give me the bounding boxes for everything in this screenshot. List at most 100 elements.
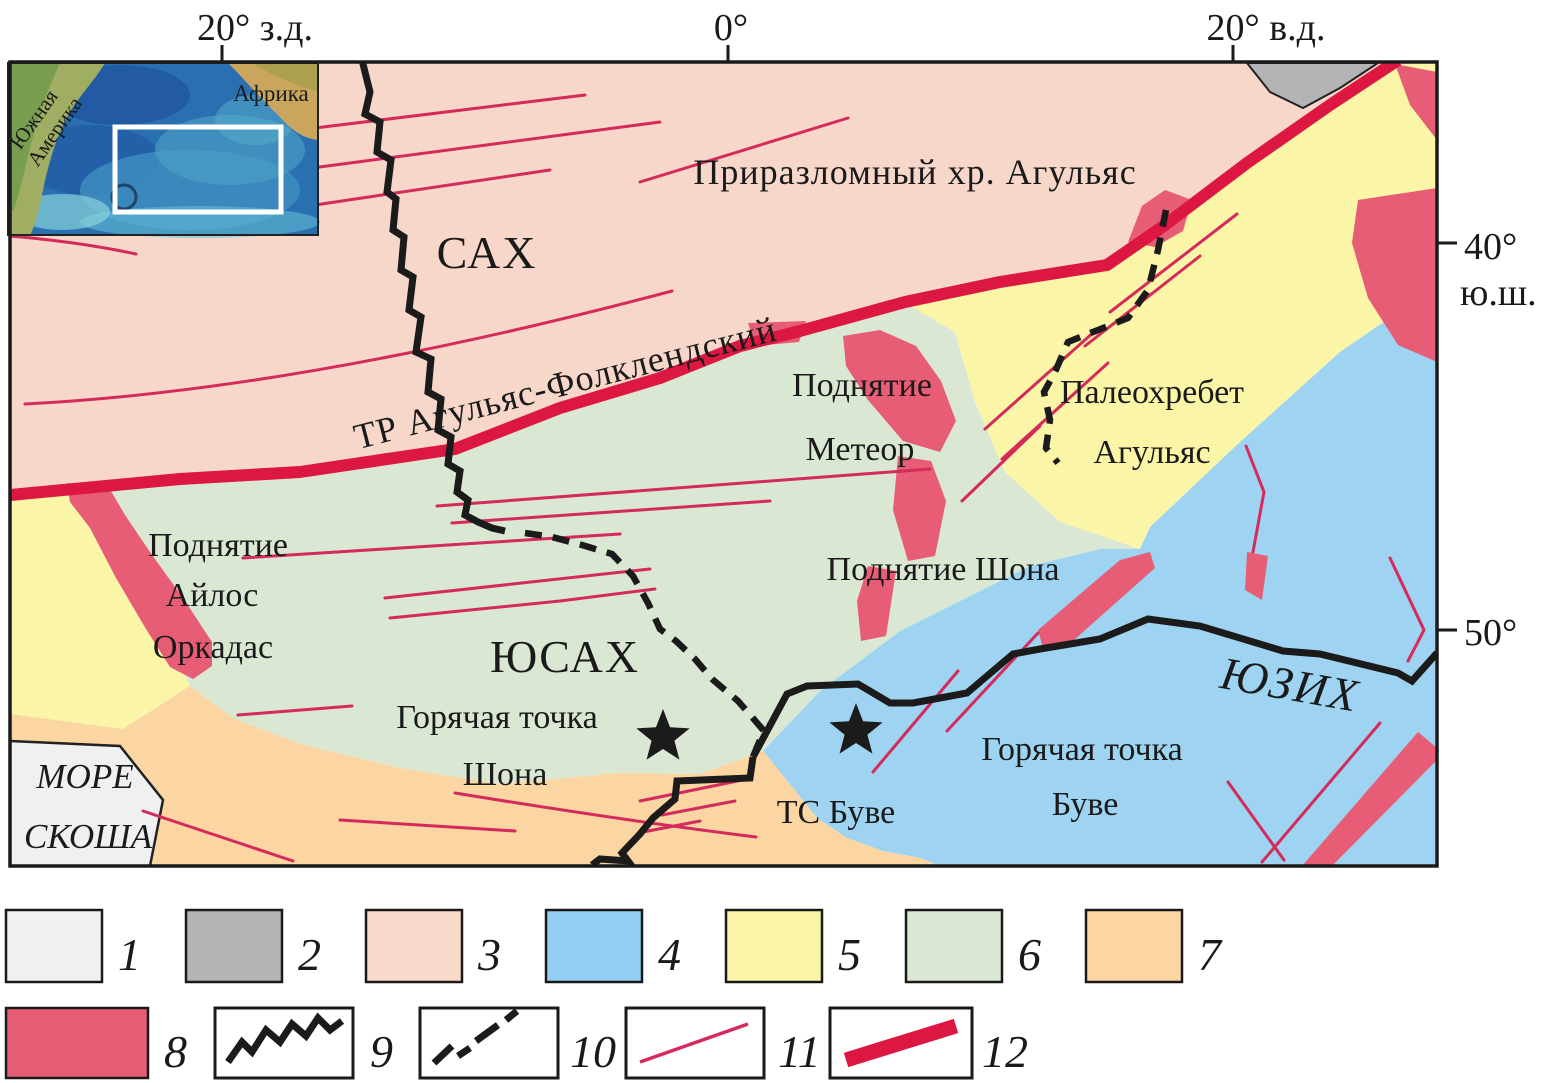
map-frame (8, 60, 1439, 868)
crimson-shona-small (1245, 552, 1268, 600)
label-shona-hotspot-line2: Шона (463, 756, 548, 793)
transform-fault-line (10, 62, 1402, 501)
fracture-line (383, 567, 652, 600)
crimson-meteor-blob3 (857, 566, 896, 641)
label-ailos-line3: Оркадас (153, 629, 273, 666)
label-marginal-ridge: Приразломный хр. Агульяс (693, 152, 1136, 192)
label-bouvet-hotspot-line2: Буве (1052, 786, 1119, 823)
fracture-line (983, 329, 1097, 431)
label-scotia-line1: МОРЕ (35, 757, 133, 796)
axis-label-20w: 20° з.д. (197, 7, 313, 49)
label-ailos-line1: Поднятие (148, 527, 288, 564)
legend-number-2: 2 (298, 929, 321, 980)
legend-swatch-3 (364, 908, 464, 984)
inset-map: Африка Южная Америка (5, 62, 320, 238)
legend-number-1: 1 (118, 929, 141, 980)
fracture-line (453, 791, 758, 839)
legend: 1 2 3 4 5 6 7 8 9 10 11 12 (4, 908, 1223, 1080)
fracture-zone-lines (10, 93, 1426, 864)
fracture-line (435, 467, 932, 508)
ridge-axis-cax-solid (358, 62, 506, 535)
inset-study-area-rect (112, 124, 284, 215)
crimson-meteor-blob (843, 330, 956, 452)
fracture-line (450, 499, 772, 525)
axis-label-0: 0° (714, 7, 748, 49)
crimson-patches (67, 64, 1437, 866)
legend-swatch-2 (184, 908, 284, 984)
crimson-ailos-orcadas (67, 483, 212, 679)
fracture-line (871, 669, 960, 774)
legend-box-10 (418, 1006, 560, 1080)
label-sah: САХ (437, 227, 538, 278)
crimson-meteor-blob2 (893, 456, 946, 561)
legend-swatch-6 (904, 908, 1004, 984)
region-scotia-sea (10, 739, 165, 866)
fracture-line (236, 704, 354, 717)
region-yellow-left (10, 489, 190, 729)
legend-number-11: 11 (778, 1026, 821, 1077)
fracture-line (1260, 721, 1382, 864)
legend-zigzag-dashed-icon (431, 1008, 520, 1066)
fracture-line (960, 424, 1042, 503)
label-ts-bouvet: ТС Буве (777, 794, 896, 831)
legend-number-10: 10 (570, 1026, 616, 1077)
fracture-line (10, 234, 138, 256)
fracture-line (660, 799, 737, 817)
fracture-line (310, 120, 662, 170)
label-scotia-line2: СКОША (24, 817, 153, 856)
legend-number-5: 5 (838, 929, 861, 980)
inset-south-america-coast (10, 63, 60, 212)
axis-ticks (220, 45, 1457, 632)
legend-swatch-8 (4, 1006, 150, 1080)
axis-label-20e: 20° в.д. (1207, 7, 1326, 49)
label-yusah: ЮСАХ (490, 631, 640, 682)
ridge-axis-swir-solid (749, 615, 1437, 759)
ridge-axis-bouvet-south-solid (589, 756, 757, 866)
label-shona-rise: Поднятие Шона (827, 551, 1060, 588)
legend-box-11 (624, 1006, 766, 1080)
fracture-line (338, 818, 517, 833)
crimson-right-edge (1352, 188, 1437, 362)
legend-number-12: 12 (982, 1026, 1028, 1077)
legend-number-4: 4 (658, 929, 681, 980)
legend-number-6: 6 (1018, 929, 1041, 980)
label-paleoridge-line2: Агульяс (1093, 434, 1210, 471)
legend-number-7: 7 (1198, 929, 1223, 980)
fracture-line (1244, 444, 1266, 554)
legend-zigzag-solid-icon (225, 1012, 345, 1065)
fracture-line (1388, 556, 1426, 663)
legend-thin-red-line-icon (639, 1022, 749, 1064)
fracture-line (636, 819, 702, 835)
paleoridge-axis-cax-dashed (524, 529, 768, 759)
axis-label-50s: 50° (1464, 612, 1517, 654)
paleoridge-axis-agulhas-dashed (1040, 209, 1170, 466)
crimson-shona-streak (1038, 552, 1155, 648)
legend-swatch-7 (1084, 908, 1184, 984)
fracture-line (313, 168, 552, 207)
legend-number-9: 9 (370, 1026, 393, 1077)
label-paleoridge-line1: Палеохребет (1060, 374, 1244, 411)
fracture-line (141, 809, 295, 863)
legend-number-3: 3 (477, 929, 501, 980)
legend-swatch-1 (4, 908, 104, 984)
crimson-top-right-corner (1395, 64, 1437, 140)
legend-box-9 (213, 1006, 355, 1080)
legend-thick-red-line-icon (843, 1018, 959, 1068)
inset-africa-label: Африка (233, 81, 308, 106)
axis-label-40s: 40° (1464, 226, 1517, 268)
legend-swatch-4 (544, 908, 644, 984)
inset-africa-highland (252, 63, 318, 92)
inset-circle-mark (110, 183, 138, 211)
axis-label-40s-dir: ю.ш. (1460, 272, 1537, 314)
fracture-line (313, 93, 587, 130)
fracture-line (23, 289, 674, 406)
legend-number-8: 8 (164, 1026, 187, 1077)
label-meteor-line2: Метеор (806, 431, 915, 468)
region-blue-swir (763, 285, 1437, 866)
fracture-line (638, 116, 850, 184)
label-shona-hotspot-line1: Горячая точка (396, 699, 597, 736)
label-bouvet-hotspot-line1: Горячая точка (981, 731, 1182, 768)
fracture-line (1108, 212, 1239, 314)
region-orange (10, 686, 940, 866)
